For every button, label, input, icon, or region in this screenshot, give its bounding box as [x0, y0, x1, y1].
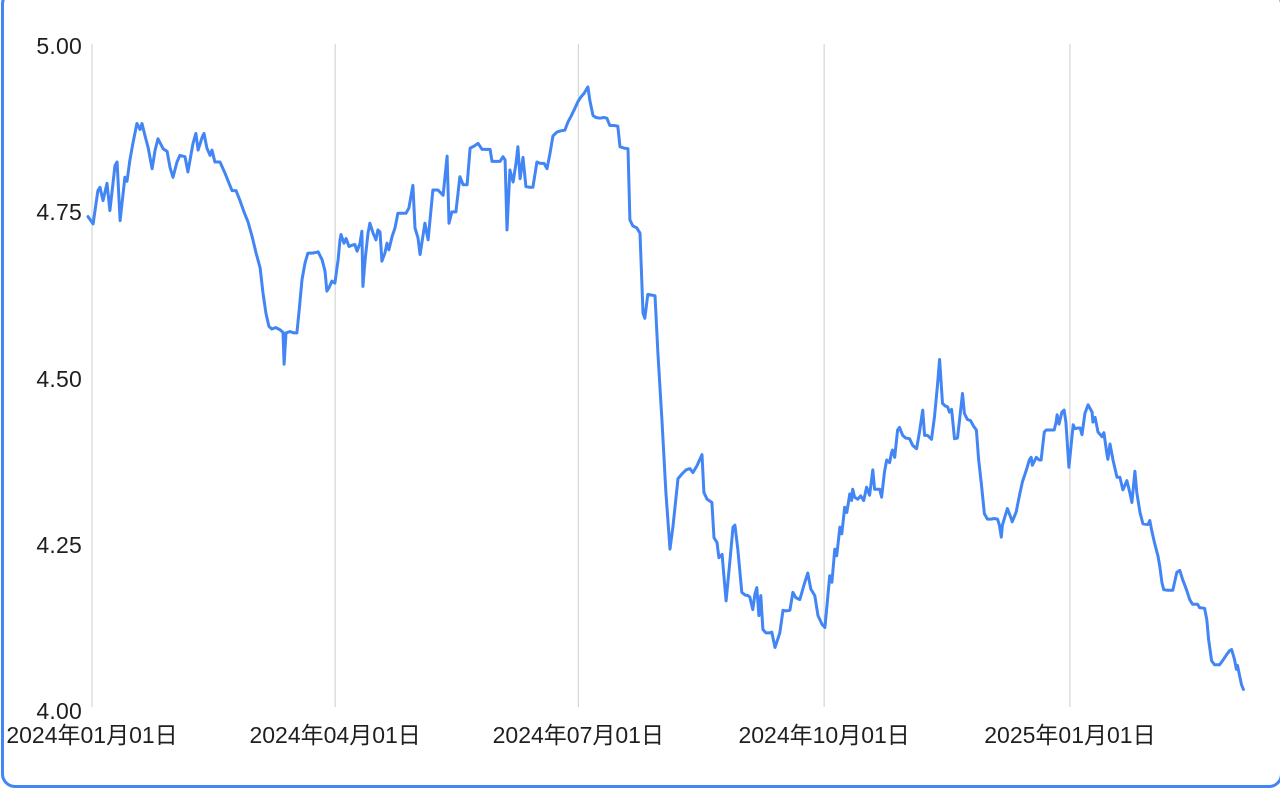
x-axis-label-0: 2024年01月01日 — [6, 722, 178, 748]
y-axis-label-2: 4.50 — [36, 365, 82, 392]
y-axis-label-3: 4.25 — [36, 531, 82, 558]
series-line — [86, 85, 1245, 691]
y-axis-label-1: 4.75 — [36, 199, 82, 226]
y-axis-label-0: 5.00 — [36, 32, 82, 59]
x-axis-label-4: 2025年01月01日 — [984, 722, 1156, 748]
y-axis-label-4: 4.00 — [36, 697, 82, 724]
x-axis-label-1: 2024年04月01日 — [249, 722, 421, 748]
x-axis-label-3: 2024年10月01日 — [738, 722, 910, 748]
x-axis-label-2: 2024年07月01日 — [492, 722, 664, 748]
